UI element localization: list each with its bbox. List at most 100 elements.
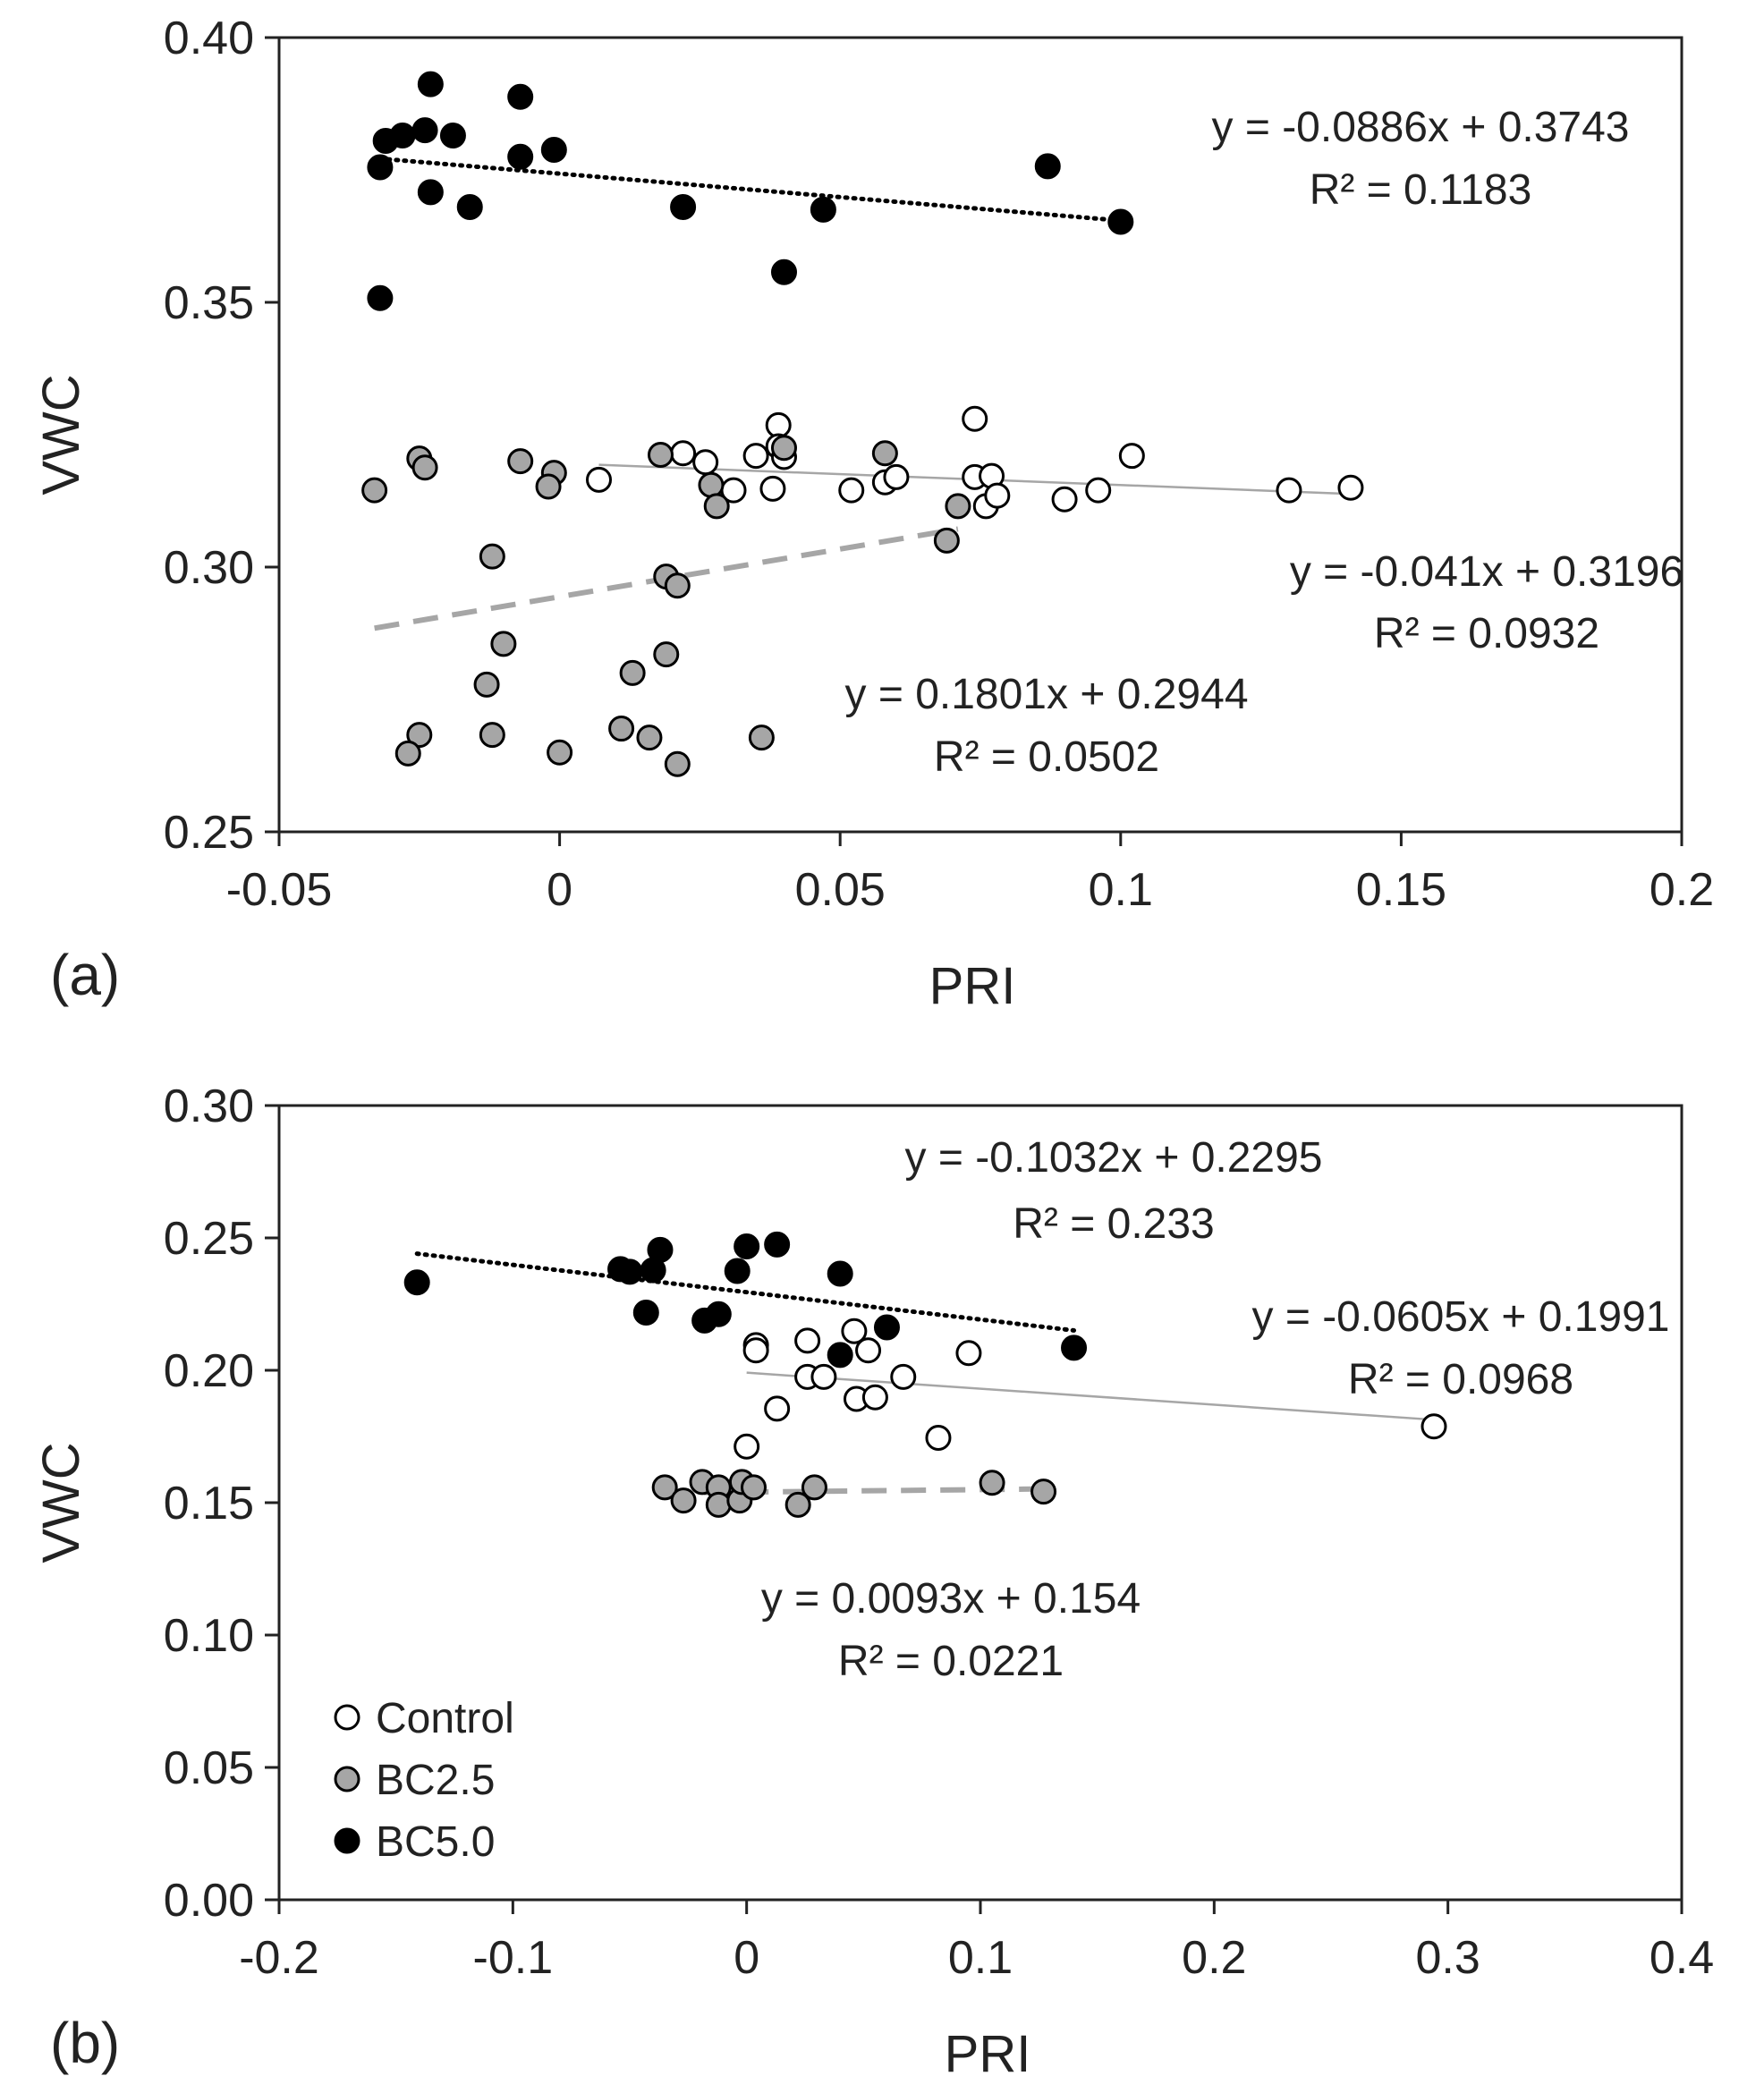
point-control (1118, 443, 1145, 470)
y-tick-label: 0.35 (164, 277, 254, 329)
point-bc2-5 (547, 739, 573, 766)
y-tick-label: 0.30 (164, 542, 254, 594)
y-tick-label: 0.10 (164, 1610, 254, 1662)
point-bc2-5 (651, 1474, 678, 1501)
point-bc2-5 (664, 750, 691, 777)
point-bc5-0 (417, 71, 444, 97)
y-tick-label: 0.15 (164, 1478, 254, 1530)
point-bc5-0 (411, 117, 438, 144)
r2-bc5-0: R² = 0.233 (1013, 1200, 1214, 1248)
point-control (841, 1318, 868, 1344)
point-bc2-5 (394, 740, 421, 767)
point-control (861, 1384, 888, 1411)
point-bc5-0 (1061, 1335, 1088, 1361)
trendline-bc5-0 (377, 156, 1124, 224)
point-bc2-5 (698, 471, 725, 498)
point-bc5-0 (705, 1301, 732, 1327)
x-axis-title: PRI (929, 957, 1016, 1015)
point-control (692, 449, 719, 476)
r2-control: R² = 0.0932 (1374, 610, 1599, 657)
point-bc2-5 (670, 1487, 697, 1514)
r2-bc2-5: R² = 0.0221 (838, 1638, 1064, 1685)
y-tick-label: 0.05 (164, 1742, 254, 1794)
legend-label-bc5-0: BC5.0 (376, 1818, 495, 1866)
point-control (984, 482, 1011, 509)
point-control (883, 463, 910, 490)
point-bc5-0 (827, 1342, 853, 1368)
y-tick-label: 0.25 (164, 1213, 254, 1265)
equation-bc2-5: y = 0.0093x + 0.154 (761, 1575, 1141, 1623)
equation-bc5-0: y = -0.1032x + 0.2295 (904, 1134, 1322, 1182)
x-tick-label: -0.05 (226, 864, 333, 916)
point-bc2-5 (490, 631, 517, 657)
legend-marker-bc2-5 (334, 1766, 360, 1792)
point-bc2-5 (411, 454, 438, 481)
x-tick-label: -0.2 (239, 1932, 319, 1984)
point-control (962, 405, 988, 432)
point-control (838, 477, 865, 504)
point-bc2-5 (636, 724, 663, 751)
x-tick-label: 0.1 (948, 1932, 1013, 1984)
point-bc2-5 (784, 1491, 811, 1518)
point-bc5-0 (632, 1299, 659, 1326)
point-bc2-5 (705, 1491, 732, 1518)
point-bc5-0 (770, 258, 797, 285)
panel-label: (b) (50, 2011, 120, 2075)
point-bc5-0 (456, 193, 483, 220)
x-tick-label: 0.05 (795, 864, 886, 916)
point-bc5-0 (1034, 153, 1061, 180)
x-tick-label: 0.2 (1182, 1932, 1246, 1984)
y-tick-label: 0.30 (164, 1080, 254, 1132)
legend-marker-bc5-0 (334, 1827, 360, 1854)
equation-control: y = -0.0605x + 0.1991 (1251, 1293, 1669, 1341)
point-control (742, 1337, 769, 1364)
x-tick-label: 0.4 (1650, 1932, 1714, 1984)
r2-bc2-5: R² = 0.0502 (934, 733, 1159, 781)
point-control (742, 443, 769, 470)
point-bc5-0 (507, 143, 534, 170)
equation-bc5-0: y = -0.0886x + 0.3743 (1211, 104, 1629, 151)
legend-label-control: Control (376, 1695, 514, 1742)
x-tick-label: 0.3 (1416, 1932, 1480, 1984)
point-bc2-5 (741, 1474, 768, 1501)
point-bc2-5 (770, 435, 797, 462)
point-bc2-5 (871, 440, 898, 467)
equation-bc2-5: y = 0.1801x + 0.2944 (844, 671, 1248, 718)
point-bc5-0 (734, 1233, 760, 1259)
point-bc2-5 (647, 441, 674, 468)
plot-frame (277, 36, 1683, 834)
point-control (1421, 1413, 1447, 1440)
point-bc2-5 (479, 722, 505, 749)
x-tick-label: 0 (547, 864, 572, 916)
point-bc5-0 (873, 1314, 900, 1341)
r2-control: R² = 0.0968 (1348, 1356, 1573, 1403)
point-bc2-5 (619, 659, 646, 686)
point-control (764, 1395, 791, 1422)
point-control (1051, 486, 1078, 513)
y-tick-label: 0.00 (164, 1875, 254, 1927)
y-tick-label: 0.20 (164, 1345, 254, 1397)
x-tick-label: 0 (734, 1932, 759, 1984)
point-control (759, 475, 786, 502)
point-control (890, 1363, 917, 1390)
point-bc2-5 (945, 493, 971, 520)
point-bc5-0 (540, 137, 567, 164)
point-control (765, 411, 792, 438)
point-bc5-0 (1107, 208, 1134, 235)
point-bc5-0 (403, 1269, 430, 1296)
point-control (670, 440, 697, 467)
x-tick-label: 0.1 (1089, 864, 1153, 916)
x-tick-label: -0.1 (473, 1932, 554, 1984)
point-bc2-5 (979, 1470, 1005, 1496)
point-control (1085, 477, 1112, 504)
legend: Control BC2.5 BC5.0 (334, 1695, 514, 1866)
point-bc5-0 (367, 154, 394, 181)
panel-label: (a) (50, 943, 120, 1007)
x-axis-title: PRI (945, 2025, 1031, 2083)
trendline-control (746, 1371, 1435, 1421)
point-bc2-5 (473, 671, 500, 698)
point-bc2-5 (507, 448, 534, 475)
panel-b: 0.00 0.05 0.10 0.15 0.20 0.25 0.30 -0.2 -0.1 0 0.1… (32, 1080, 1714, 2083)
point-bc2-5 (703, 493, 730, 520)
